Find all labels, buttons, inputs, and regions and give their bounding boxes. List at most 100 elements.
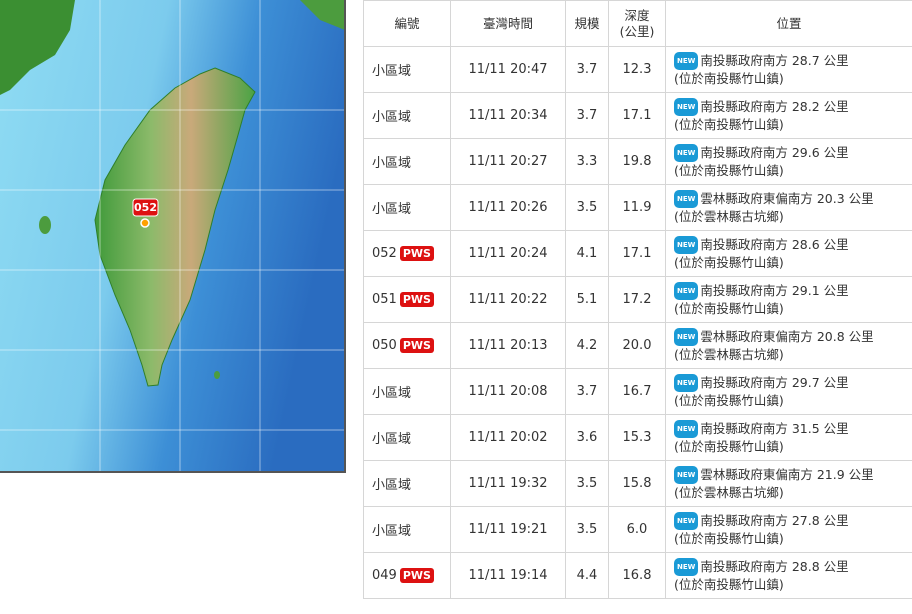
location-line: NEW 南投縣政府南方 28.6 公里: [674, 235, 904, 254]
location-cell: NEW 雲林縣政府東偏南方 21.9 公里 (位於雲林縣古坑鄉): [665, 460, 912, 507]
pws-badge: PWS: [399, 568, 434, 583]
id-cell: 小區域: [363, 184, 451, 231]
location-cell: NEW 南投縣政府南方 29.1 公里 (位於南投縣竹山鎮): [665, 276, 912, 323]
map-border: [344, 0, 346, 473]
depth-cell: 17.1: [608, 230, 666, 277]
table-row[interactable]: 小區域 11/11 20:27 3.3 19.8 NEW 南投縣政府南方 29.6 公里(…: [363, 138, 912, 185]
depth-cell: 20.0: [608, 322, 666, 369]
new-badge: NEW: [674, 51, 699, 70]
table-row[interactable]: 小區域 11/11 20:47 3.7 12.3 NEW 南投縣政府南方 28.7 公里(…: [363, 46, 912, 93]
event-id: 052: [372, 246, 397, 261]
time-cell: 11/11 20:26: [450, 184, 566, 231]
taiwan: [94, 67, 256, 387]
column-header: 深度 (公里): [608, 0, 666, 47]
location-district: (位於南投縣竹山鎮): [674, 438, 784, 454]
magnitude-cell: 3.6: [565, 414, 609, 461]
depth-cell: 16.8: [608, 552, 666, 599]
location-text: 南投縣政府南方 29.6 公里: [700, 144, 849, 160]
mainland-coast: [0, 0, 75, 95]
table-row[interactable]: 小區域 11/11 20:02 3.6 15.3 NEW 南投縣政府南方 31.5 公里(…: [363, 414, 912, 461]
earthquake-map: 052: [0, 0, 346, 473]
event-id: 小區域: [372, 64, 412, 79]
depth-cell: 17.1: [608, 92, 666, 139]
penghu: [39, 216, 51, 234]
event-id: 小區域: [372, 202, 412, 217]
location-district: (位於雲林縣古坑鄉): [674, 484, 784, 500]
table-row[interactable]: 小區域 11/11 20:26 3.5 11.9 NEW 雲林縣政府東偏南方 20.3 公…: [363, 184, 912, 231]
id-cell: 小區域: [363, 460, 451, 507]
magnitude-cell: 4.1: [565, 230, 609, 277]
time-cell: 11/11 19:21: [450, 506, 566, 553]
magnitude-cell: 4.4: [565, 552, 609, 599]
marker-label: 052: [134, 201, 157, 214]
pws-badge: PWS: [399, 292, 434, 307]
location-line: NEW 南投縣政府南方 31.5 公里: [674, 419, 904, 438]
id-cell: 小區域: [363, 506, 451, 553]
time-cell: 11/11 19:32: [450, 460, 566, 507]
location-line: NEW 南投縣政府南方 28.2 公里: [674, 97, 904, 116]
location-district: (位於南投縣竹山鎮): [674, 70, 784, 86]
magnitude-cell: 3.7: [565, 368, 609, 415]
depth-cell: 15.8: [608, 460, 666, 507]
location-cell: NEW 南投縣政府南方 28.8 公里 (位於南投縣竹山鎮): [665, 552, 912, 599]
depth-cell: 17.2: [608, 276, 666, 323]
location-line: NEW 雲林縣政府東偏南方 21.9 公里: [674, 465, 904, 484]
location-cell: NEW 雲林縣政府東偏南方 20.3 公里 (位於雲林縣古坑鄉): [665, 184, 912, 231]
table-row[interactable]: 小區域 11/11 20:34 3.7 17.1 NEW 南投縣政府南方 28.2 公里(…: [363, 92, 912, 139]
depth-cell: 6.0: [608, 506, 666, 553]
location-district: (位於雲林縣古坑鄉): [674, 346, 784, 362]
location-cell: NEW 南投縣政府南方 29.7 公里 (位於南投縣竹山鎮): [665, 368, 912, 415]
location-text: 南投縣政府南方 29.1 公里: [700, 282, 849, 298]
location-cell: NEW 南投縣政府南方 28.2 公里 (位於南投縣竹山鎮): [665, 92, 912, 139]
depth-cell: 15.3: [608, 414, 666, 461]
location-text: 南投縣政府南方 28.8 公里: [700, 558, 849, 574]
id-cell: 小區域: [363, 46, 451, 93]
magnitude-cell: 3.7: [565, 46, 609, 93]
column-header: 位置: [665, 0, 912, 47]
location-line: NEW 南投縣政府南方 27.8 公里: [674, 511, 904, 530]
islands: [300, 0, 345, 30]
location-line: NEW 雲林縣政府東偏南方 20.3 公里: [674, 189, 904, 208]
pws-badge: PWS: [399, 246, 434, 261]
column-header: 編號: [363, 0, 451, 47]
location-cell: NEW 南投縣政府南方 28.6 公里 (位於南投縣竹山鎮): [665, 230, 912, 277]
magnitude-cell: 5.1: [565, 276, 609, 323]
islet: [214, 371, 220, 379]
header-row: 編號 臺灣時間 規模 深度 (公里) 位置: [363, 0, 912, 47]
id-cell: 小區域: [363, 138, 451, 185]
table-row[interactable]: 050 PWS 11/11 20:13 4.2 20.0 NEW 雲林縣政府東偏南方 20.…: [363, 322, 912, 369]
table-row[interactable]: 小區域 11/11 20:08 3.7 16.7 NEW 南投縣政府南方 29.7 公里(…: [363, 368, 912, 415]
time-cell: 11/11 20:08: [450, 368, 566, 415]
epicenter-marker[interactable]: [140, 218, 150, 228]
location-text: 南投縣政府南方 29.7 公里: [700, 374, 849, 390]
location-text: 南投縣政府南方 28.6 公里: [700, 236, 849, 252]
new-badge: NEW: [674, 373, 699, 392]
location-district: (位於南投縣竹山鎮): [674, 300, 784, 316]
new-badge: NEW: [674, 143, 699, 162]
id-cell: 小區域: [363, 368, 451, 415]
earthquake-table: 編號 臺灣時間 規模 深度 (公里) 位置 小區域 11/11 20:47 3.7 12.3 N…: [363, 0, 912, 599]
event-id: 051: [372, 292, 397, 307]
time-cell: 11/11 20:34: [450, 92, 566, 139]
location-district: (位於南投縣竹山鎮): [674, 392, 784, 408]
location-line: NEW 雲林縣政府東偏南方 20.8 公里: [674, 327, 904, 346]
table-row[interactable]: 052 PWS 11/11 20:24 4.1 17.1 NEW 南投縣政府南方 28.6 …: [363, 230, 912, 277]
table-row[interactable]: 小區域 11/11 19:21 3.5 6.0 NEW 南投縣政府南方 27.8 公里 (位…: [363, 506, 912, 553]
location-text: 雲林縣政府東偏南方 20.8 公里: [700, 328, 874, 344]
location-line: NEW 南投縣政府南方 29.6 公里: [674, 143, 904, 162]
location-district: (位於南投縣竹山鎮): [674, 116, 784, 132]
table-row[interactable]: 049 PWS 11/11 19:14 4.4 16.8 NEW 南投縣政府南方 28.8 …: [363, 552, 912, 599]
event-id: 049: [372, 568, 397, 583]
id-cell: 小區域: [363, 414, 451, 461]
location-cell: NEW 雲林縣政府東偏南方 20.8 公里 (位於雲林縣古坑鄉): [665, 322, 912, 369]
magnitude-cell: 3.5: [565, 460, 609, 507]
column-header: 規模: [565, 0, 609, 47]
table-row[interactable]: 051 PWS 11/11 20:22 5.1 17.2 NEW 南投縣政府南方 29.1 …: [363, 276, 912, 323]
depth-cell: 12.3: [608, 46, 666, 93]
time-cell: 11/11 20:47: [450, 46, 566, 93]
location-cell: NEW 南投縣政府南方 27.8 公里 (位於南投縣竹山鎮): [665, 506, 912, 553]
time-cell: 11/11 20:13: [450, 322, 566, 369]
table-row[interactable]: 小區域 11/11 19:32 3.5 15.8 NEW 雲林縣政府東偏南方 21.9 公…: [363, 460, 912, 507]
event-id: 小區域: [372, 110, 412, 125]
